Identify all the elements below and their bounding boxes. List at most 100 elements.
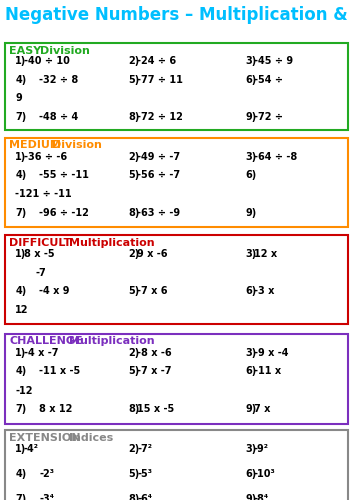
Text: 8): 8) bbox=[128, 404, 140, 414]
Text: 4): 4) bbox=[15, 286, 26, 296]
Text: 9 x -6: 9 x -6 bbox=[137, 249, 168, 259]
Text: 8 x -5: 8 x -5 bbox=[24, 249, 54, 259]
Text: -12: -12 bbox=[15, 386, 33, 396]
Text: -54 ÷: -54 ÷ bbox=[254, 75, 283, 85]
Text: -5³: -5³ bbox=[137, 469, 152, 479]
Text: 6): 6) bbox=[245, 366, 256, 376]
Text: 4): 4) bbox=[15, 170, 26, 180]
Text: 3): 3) bbox=[245, 152, 256, 162]
Text: 2): 2) bbox=[128, 444, 140, 454]
Text: 8 x 12: 8 x 12 bbox=[39, 404, 73, 414]
Text: 1): 1) bbox=[15, 152, 26, 162]
Text: -4²: -4² bbox=[24, 444, 39, 454]
Text: 12: 12 bbox=[15, 305, 29, 316]
Text: 6): 6) bbox=[245, 170, 256, 180]
Text: 5): 5) bbox=[128, 170, 140, 180]
Text: 7): 7) bbox=[15, 404, 26, 414]
Text: -64 ÷ -8: -64 ÷ -8 bbox=[254, 152, 297, 162]
Text: Multiplication: Multiplication bbox=[69, 336, 155, 346]
Text: 1): 1) bbox=[15, 249, 26, 259]
Text: -48 ÷ 4: -48 ÷ 4 bbox=[39, 112, 79, 122]
Text: -3⁴: -3⁴ bbox=[39, 494, 54, 500]
Text: -6⁴: -6⁴ bbox=[137, 494, 152, 500]
Text: -8⁴: -8⁴ bbox=[254, 494, 269, 500]
Text: Negative Numbers – Multiplication &: Negative Numbers – Multiplication & bbox=[5, 6, 348, 24]
Text: 6): 6) bbox=[245, 75, 256, 85]
Text: 7 x: 7 x bbox=[254, 404, 270, 414]
FancyBboxPatch shape bbox=[5, 430, 348, 500]
Text: -32 ÷ 8: -32 ÷ 8 bbox=[39, 75, 79, 85]
Text: 5): 5) bbox=[128, 75, 140, 85]
Text: -63 ÷ -9: -63 ÷ -9 bbox=[137, 208, 180, 218]
Text: -96 ÷ -12: -96 ÷ -12 bbox=[39, 208, 89, 218]
Text: -8 x -6: -8 x -6 bbox=[137, 348, 172, 358]
Text: -77 ÷ 11: -77 ÷ 11 bbox=[137, 75, 183, 85]
Text: -7²: -7² bbox=[137, 444, 152, 454]
Text: 4): 4) bbox=[15, 469, 26, 479]
Text: 7): 7) bbox=[15, 112, 26, 122]
Text: 15 x -5: 15 x -5 bbox=[137, 404, 174, 414]
Text: 1): 1) bbox=[15, 56, 26, 66]
Text: 3): 3) bbox=[245, 444, 256, 454]
Text: 3): 3) bbox=[245, 249, 256, 259]
Text: 7): 7) bbox=[15, 494, 26, 500]
Text: -45 ÷ 9: -45 ÷ 9 bbox=[254, 56, 293, 66]
Text: 4): 4) bbox=[15, 366, 26, 376]
Text: -55 ÷ -11: -55 ÷ -11 bbox=[39, 170, 89, 180]
Text: 5): 5) bbox=[128, 469, 140, 479]
Text: Division: Division bbox=[40, 46, 90, 56]
Text: 12 x: 12 x bbox=[254, 249, 277, 259]
Text: 2): 2) bbox=[128, 152, 140, 162]
Text: Indices: Indices bbox=[69, 433, 113, 443]
Text: 8): 8) bbox=[128, 494, 140, 500]
Text: MEDIUM: MEDIUM bbox=[9, 140, 61, 150]
Text: -10³: -10³ bbox=[254, 469, 275, 479]
Text: -9²: -9² bbox=[254, 444, 269, 454]
Text: Division: Division bbox=[52, 140, 102, 150]
Text: DIFFICULT: DIFFICULT bbox=[9, 238, 71, 248]
Text: 5): 5) bbox=[128, 286, 140, 296]
Text: 6): 6) bbox=[245, 469, 256, 479]
Text: -49 ÷ -7: -49 ÷ -7 bbox=[137, 152, 180, 162]
Text: 3): 3) bbox=[245, 348, 256, 358]
Text: 4): 4) bbox=[15, 75, 26, 85]
Text: -9 x -4: -9 x -4 bbox=[254, 348, 288, 358]
Text: -7 x 6: -7 x 6 bbox=[137, 286, 168, 296]
FancyBboxPatch shape bbox=[5, 138, 348, 226]
Text: -56 ÷ -7: -56 ÷ -7 bbox=[137, 170, 180, 180]
Text: 2): 2) bbox=[128, 348, 140, 358]
Text: 2): 2) bbox=[128, 249, 140, 259]
Text: -40 ÷ 10: -40 ÷ 10 bbox=[24, 56, 70, 66]
Text: 5): 5) bbox=[128, 366, 140, 376]
Text: -11 x: -11 x bbox=[254, 366, 281, 376]
Text: -72 ÷: -72 ÷ bbox=[254, 112, 283, 122]
Text: -7 x -7: -7 x -7 bbox=[137, 366, 172, 376]
FancyBboxPatch shape bbox=[5, 235, 348, 324]
Text: 3): 3) bbox=[245, 56, 256, 66]
Text: -11 x -5: -11 x -5 bbox=[39, 366, 80, 376]
Text: -4 x 9: -4 x 9 bbox=[39, 286, 70, 296]
Text: 1): 1) bbox=[15, 444, 26, 454]
Text: -7: -7 bbox=[36, 268, 47, 278]
Text: -3 x: -3 x bbox=[254, 286, 274, 296]
Text: -2³: -2³ bbox=[39, 469, 54, 479]
Text: 8): 8) bbox=[128, 208, 140, 218]
Text: CHALLENGE: CHALLENGE bbox=[9, 336, 83, 346]
Text: 9: 9 bbox=[15, 93, 22, 104]
Text: EASY: EASY bbox=[9, 46, 41, 56]
Text: 6): 6) bbox=[245, 286, 256, 296]
Text: 9): 9) bbox=[245, 404, 256, 414]
Text: 9): 9) bbox=[245, 494, 256, 500]
Text: 7): 7) bbox=[15, 208, 26, 218]
Text: -72 ÷ 12: -72 ÷ 12 bbox=[137, 112, 183, 122]
Text: EXTENSION: EXTENSION bbox=[9, 433, 80, 443]
Text: 1): 1) bbox=[15, 348, 26, 358]
Text: 9): 9) bbox=[245, 112, 256, 122]
Text: Multiplication: Multiplication bbox=[69, 238, 155, 248]
Text: -4 x -7: -4 x -7 bbox=[24, 348, 58, 358]
Text: -36 ÷ -6: -36 ÷ -6 bbox=[24, 152, 67, 162]
Text: 2): 2) bbox=[128, 56, 140, 66]
Text: 8): 8) bbox=[128, 112, 140, 122]
Text: -24 ÷ 6: -24 ÷ 6 bbox=[137, 56, 176, 66]
Text: 9): 9) bbox=[245, 208, 256, 218]
